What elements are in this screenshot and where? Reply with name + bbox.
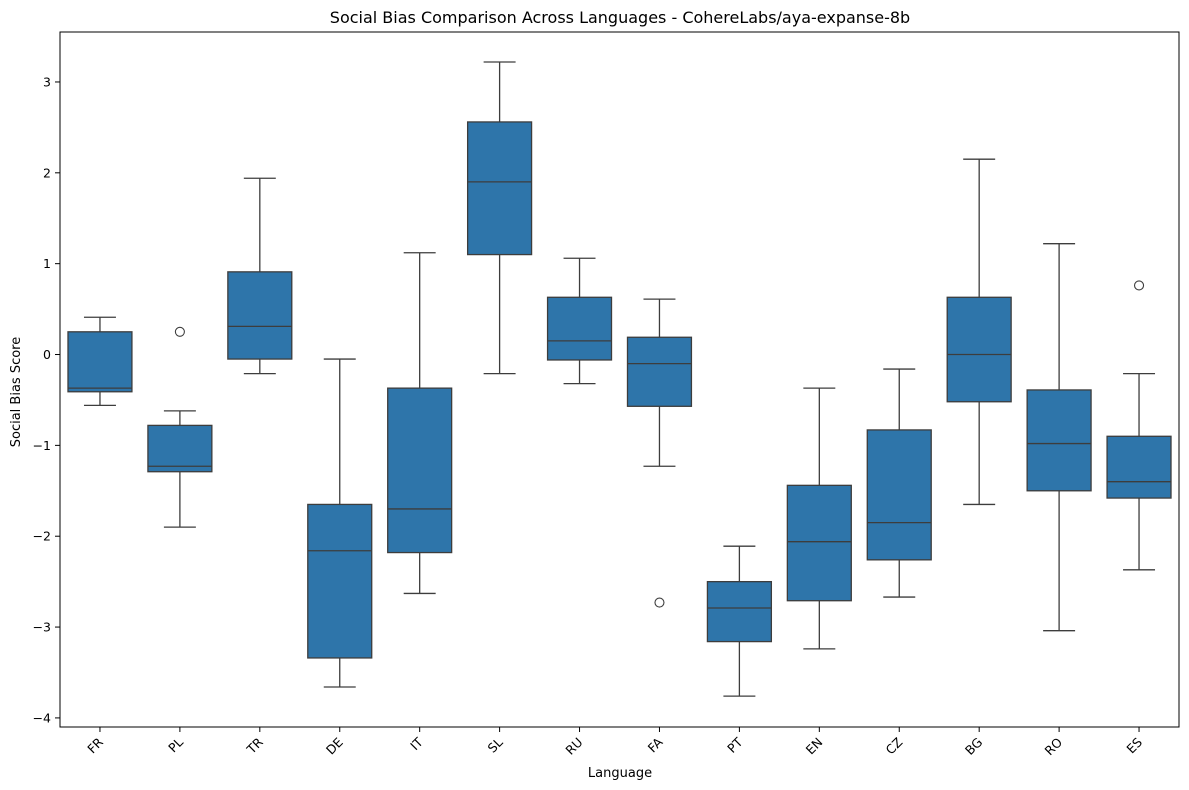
y-tick-label: −2 [33, 529, 51, 544]
y-tick-label: 3 [43, 74, 51, 89]
plot-area [59, 31, 1180, 728]
x-tick-label: FR [84, 734, 106, 756]
box-group-bg [946, 158, 1012, 506]
box-fr [67, 331, 133, 393]
x-tick-label: SL [485, 734, 506, 755]
box-pt [706, 580, 773, 643]
box-ru [546, 296, 613, 361]
box-bg [946, 296, 1012, 403]
box-group-fa [626, 298, 693, 608]
box-en [786, 484, 852, 602]
box-group-en [786, 387, 852, 650]
box-group-pl [147, 326, 213, 528]
chart-title: Social Bias Comparison Across Languages … [330, 8, 910, 27]
axes-frame [59, 31, 1180, 728]
box-pl [147, 424, 213, 473]
x-tick-label: PT [724, 734, 746, 756]
y-tick-label: −3 [33, 620, 51, 635]
box-group-cz [866, 368, 932, 598]
x-tick-label: ES [1123, 734, 1145, 756]
x-axis-label: Language [588, 766, 652, 781]
box-cz [866, 429, 932, 561]
x-axis: FR PL TR DE IT SL RU FA PT EN CZ BG RO ES [84, 727, 1145, 758]
x-tick-label: FA [645, 734, 666, 755]
box-group-de [307, 358, 373, 688]
outlier-point [1133, 280, 1145, 291]
box-group-pt [706, 545, 773, 697]
y-axis-label: Social Bias Score [9, 337, 24, 448]
box-group-fr [67, 316, 133, 407]
x-tick-label: IT [407, 734, 426, 753]
box-de [307, 503, 373, 659]
box-group-sl [466, 61, 533, 375]
x-tick-label: PL [165, 734, 186, 755]
y-tick-label: −4 [33, 710, 51, 725]
box-fa [626, 336, 693, 407]
x-tick-label: EN [803, 735, 826, 758]
box-group-es [1106, 280, 1172, 571]
box-ro [1026, 389, 1092, 492]
x-tick-label: CZ [883, 735, 906, 758]
y-tick-label: 2 [43, 165, 51, 180]
x-tick-label: BG [962, 735, 985, 758]
y-tick-label: 0 [43, 347, 51, 362]
box-group-ro [1026, 243, 1092, 632]
box-group-it [387, 252, 453, 595]
y-tick-label: −1 [33, 438, 51, 453]
x-tick-label: RO [1042, 734, 1066, 758]
box-group-ru [546, 257, 613, 385]
outlier-point [174, 326, 185, 337]
y-axis: −4 −3 −2 −1 0 1 2 3 [33, 74, 60, 725]
box-tr [227, 271, 293, 360]
y-tick-label: 1 [43, 256, 51, 271]
x-tick-label: RU [562, 735, 585, 758]
outlier-point [654, 597, 665, 608]
box-group-tr [227, 177, 293, 375]
box-it [387, 387, 453, 554]
x-tick-label: DE [323, 734, 346, 757]
box-sl [466, 121, 533, 256]
x-tick-label: TR [243, 734, 266, 757]
box-es [1106, 435, 1172, 499]
